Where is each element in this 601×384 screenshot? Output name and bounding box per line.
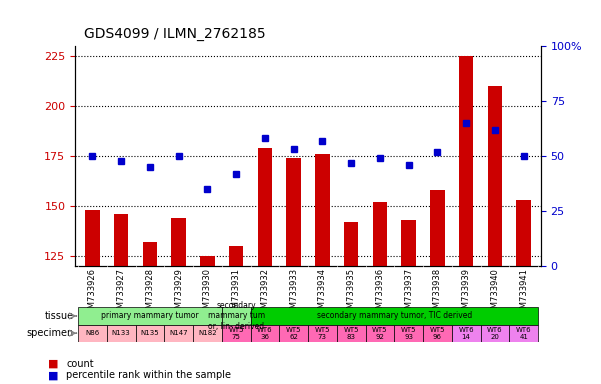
Text: tissue: tissue (44, 311, 74, 321)
Text: primary mammary tumor: primary mammary tumor (101, 311, 199, 321)
Text: WT5
73: WT5 73 (315, 327, 330, 340)
Bar (487, 86, 502, 266)
Bar (401, 220, 416, 266)
Bar (171, 218, 186, 266)
Text: WT5
62: WT5 62 (286, 327, 301, 340)
FancyBboxPatch shape (193, 324, 222, 342)
Text: GSM733939: GSM733939 (462, 268, 471, 319)
FancyBboxPatch shape (251, 324, 279, 342)
Text: WT5
93: WT5 93 (401, 327, 416, 340)
Text: GSM733930: GSM733930 (203, 268, 212, 319)
Text: WT5
83: WT5 83 (343, 327, 359, 340)
Bar (373, 202, 387, 266)
Text: percentile rank within the sample: percentile rank within the sample (66, 370, 231, 380)
FancyBboxPatch shape (423, 324, 452, 342)
Text: GSM733929: GSM733929 (174, 268, 183, 319)
Bar (516, 200, 531, 266)
FancyBboxPatch shape (78, 307, 222, 324)
Bar (114, 214, 129, 266)
Text: WT5
96: WT5 96 (430, 327, 445, 340)
Text: GSM733934: GSM733934 (318, 268, 327, 319)
Text: WT6
41: WT6 41 (516, 327, 531, 340)
Bar (315, 154, 329, 266)
FancyBboxPatch shape (107, 324, 135, 342)
FancyBboxPatch shape (481, 324, 509, 342)
FancyBboxPatch shape (394, 324, 423, 342)
Text: ■: ■ (48, 370, 58, 380)
FancyBboxPatch shape (222, 307, 251, 324)
Text: N135: N135 (141, 330, 159, 336)
FancyBboxPatch shape (251, 307, 538, 324)
Text: GSM733926: GSM733926 (88, 268, 97, 319)
Text: secondary mammary tumor, TIC derived: secondary mammary tumor, TIC derived (317, 311, 472, 321)
FancyBboxPatch shape (365, 324, 394, 342)
Text: GSM733932: GSM733932 (260, 268, 269, 319)
Text: N133: N133 (112, 330, 130, 336)
Text: GDS4099 / ILMN_2762185: GDS4099 / ILMN_2762185 (84, 27, 266, 41)
Text: GSM733936: GSM733936 (376, 268, 385, 319)
Text: GSM733940: GSM733940 (490, 268, 499, 319)
Bar (287, 158, 301, 266)
Bar (430, 190, 445, 266)
Text: N182: N182 (198, 330, 217, 336)
Text: WT6
36: WT6 36 (257, 327, 273, 340)
FancyBboxPatch shape (222, 324, 251, 342)
Bar (200, 256, 215, 266)
Bar (85, 210, 100, 266)
Text: GSM733931: GSM733931 (231, 268, 240, 319)
Text: WT5
75: WT5 75 (228, 327, 244, 340)
Text: GSM733933: GSM733933 (289, 268, 298, 319)
Text: N86: N86 (85, 330, 100, 336)
Text: N147: N147 (169, 330, 188, 336)
Text: count: count (66, 359, 94, 369)
Text: GSM733935: GSM733935 (347, 268, 356, 319)
Text: specimen: specimen (26, 328, 74, 338)
FancyBboxPatch shape (509, 324, 538, 342)
FancyBboxPatch shape (279, 324, 308, 342)
Bar (229, 246, 243, 266)
FancyBboxPatch shape (135, 324, 164, 342)
FancyBboxPatch shape (308, 324, 337, 342)
Text: GSM733937: GSM733937 (404, 268, 413, 319)
Text: WT6
20: WT6 20 (487, 327, 502, 340)
Text: secondary
mammary tum
or, lin- derived: secondary mammary tum or, lin- derived (207, 301, 264, 331)
Text: GSM733928: GSM733928 (145, 268, 154, 319)
FancyBboxPatch shape (337, 324, 365, 342)
FancyBboxPatch shape (452, 324, 481, 342)
Text: WT5
92: WT5 92 (372, 327, 388, 340)
Bar (344, 222, 358, 266)
FancyBboxPatch shape (164, 324, 193, 342)
Bar (459, 56, 474, 266)
FancyBboxPatch shape (78, 324, 107, 342)
Bar (142, 242, 157, 266)
Text: GSM733941: GSM733941 (519, 268, 528, 319)
Bar (258, 148, 272, 266)
Text: WT6
14: WT6 14 (459, 327, 474, 340)
Text: GSM733938: GSM733938 (433, 268, 442, 319)
Text: GSM733927: GSM733927 (117, 268, 126, 319)
Text: ■: ■ (48, 359, 58, 369)
